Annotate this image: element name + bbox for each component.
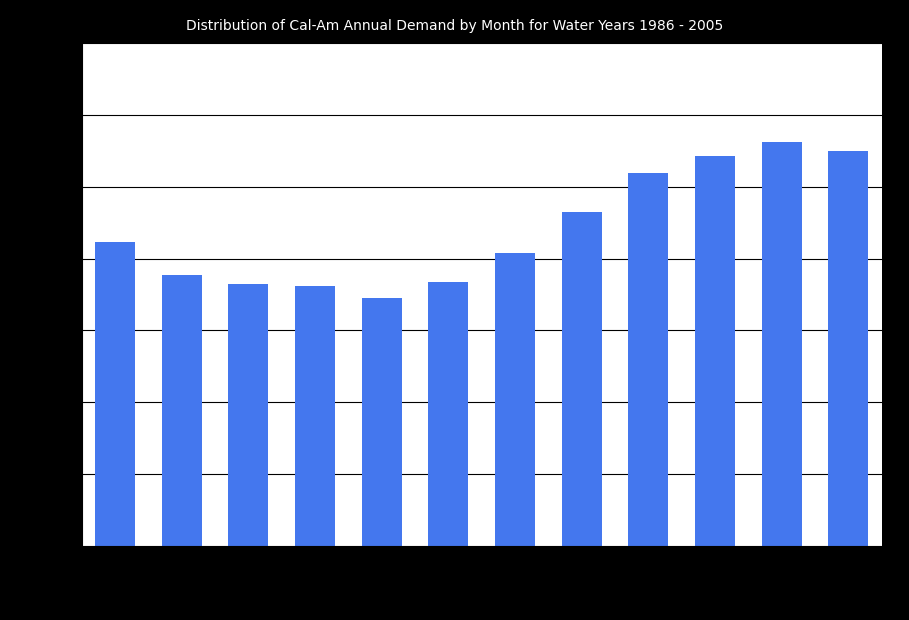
Bar bbox=[828, 151, 868, 546]
Bar bbox=[362, 298, 402, 546]
Bar bbox=[628, 172, 668, 546]
Bar bbox=[295, 286, 335, 546]
Text: Distribution of Cal-Am Annual Demand by Month for Water Years 1986 - 2005: Distribution of Cal-Am Annual Demand by … bbox=[185, 19, 724, 33]
Bar bbox=[95, 242, 135, 546]
Bar bbox=[162, 275, 202, 546]
Bar bbox=[762, 142, 802, 546]
Bar bbox=[228, 284, 268, 546]
Bar bbox=[562, 212, 602, 546]
Bar bbox=[495, 253, 535, 546]
Bar bbox=[428, 282, 468, 546]
Bar bbox=[695, 156, 735, 546]
